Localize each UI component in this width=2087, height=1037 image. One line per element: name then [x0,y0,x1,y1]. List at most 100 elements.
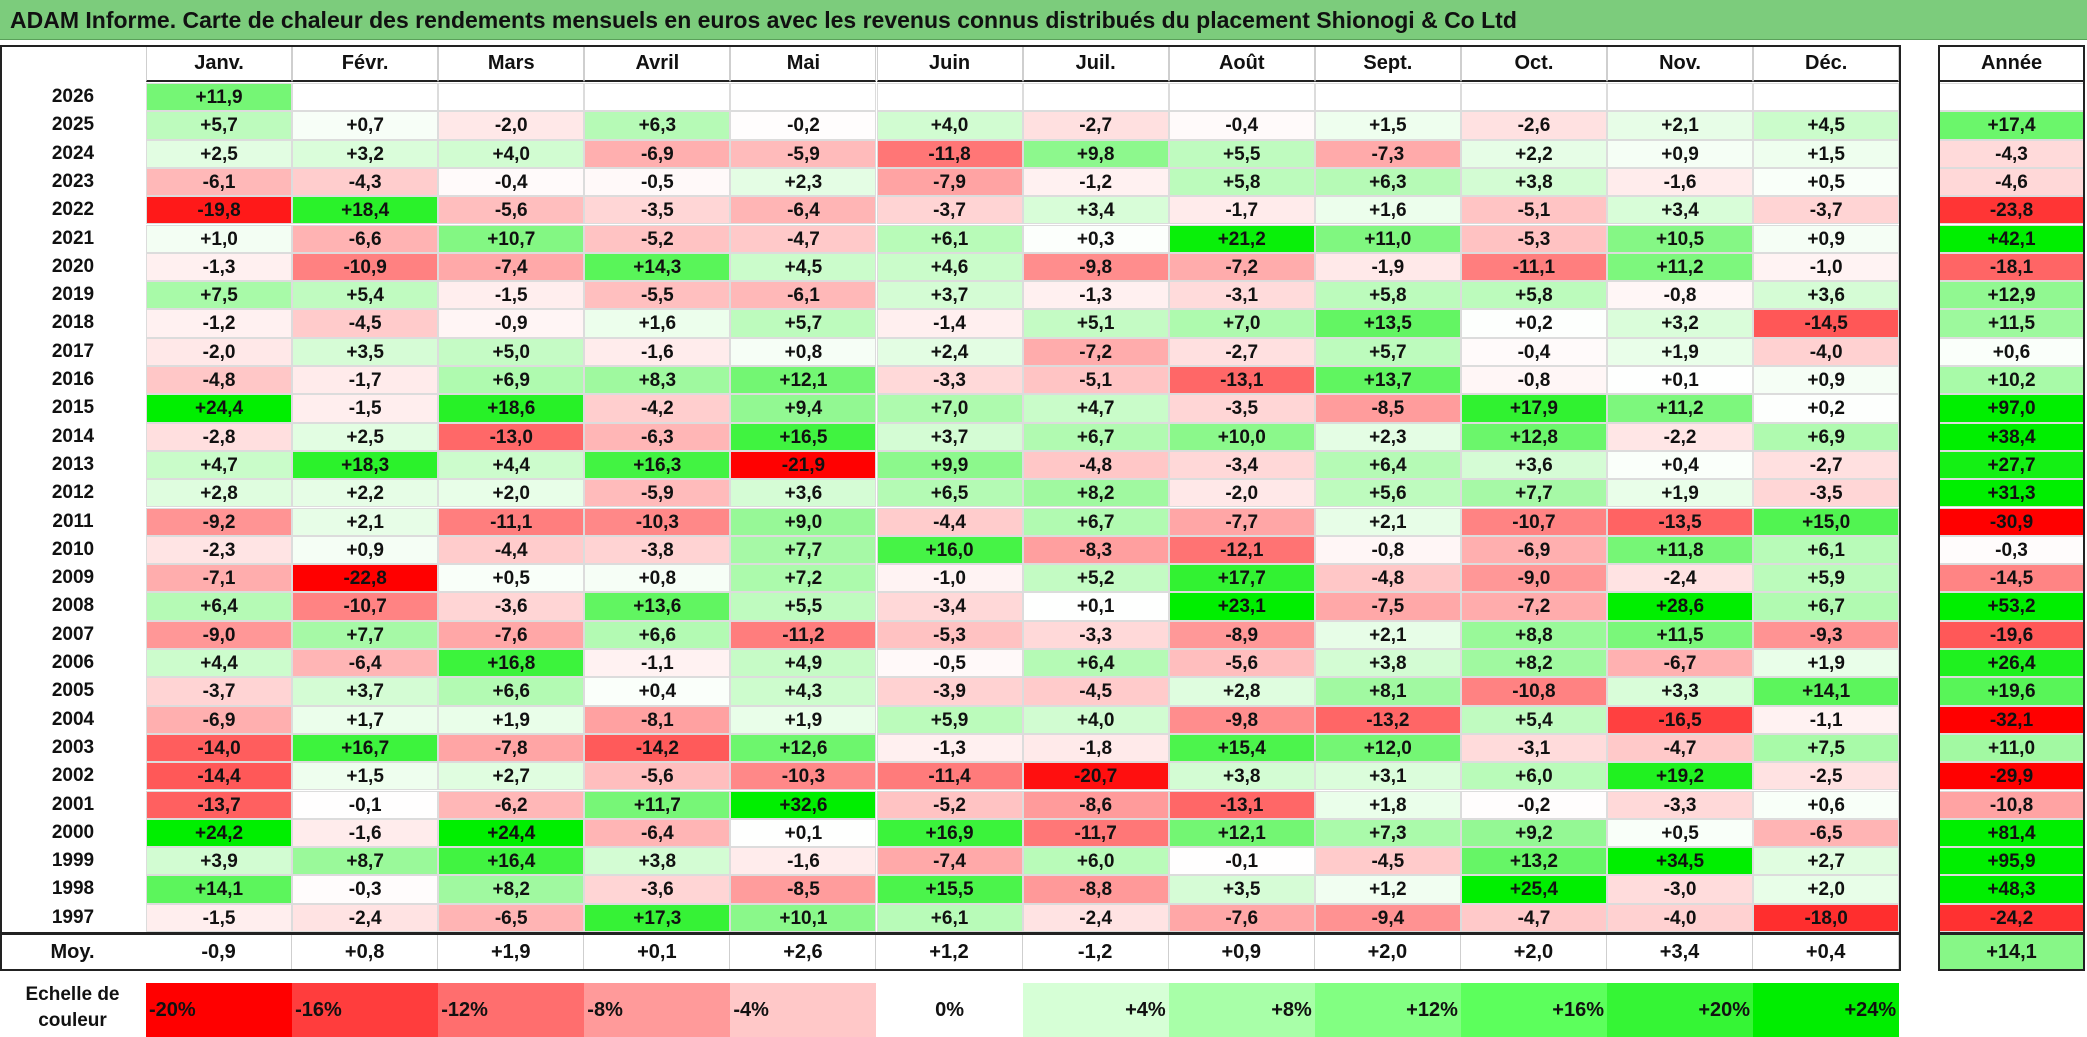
heatmap-cell: -5,6 [438,196,585,225]
annual-cell: -0,3 [1938,535,2085,565]
heatmap-cell: +1,5 [1314,111,1461,140]
heatmap-cell: +3,1 [1314,762,1461,791]
heatmap-cell: +2,2 [1460,139,1607,168]
heatmap-cell: -6,1 [146,167,293,197]
heatmap-cell: +11,0 [1314,224,1461,253]
heatmap-cell: -9,8 [1022,252,1169,282]
heatmap-cell: -7,1 [146,564,293,593]
heatmap-cell: +11,2 [1607,252,1754,282]
heatmap-cell: +14,1 [146,875,293,904]
heatmap-cell: -18,0 [1753,903,1900,932]
heatmap-cell: +5,0 [438,337,585,366]
color-scale-label: Echelle de couleur [25,984,120,1031]
heatmap-cell: +0,1 [1607,366,1754,395]
year-label: 2009 [51,567,95,589]
heatmap-cell: +5,8 [1460,281,1607,310]
heatmap-cell: +1,6 [584,309,731,338]
average-cell: +1,9 [438,934,585,970]
heatmap-cell: +2,5 [146,139,293,168]
heatmap-cell: +3,2 [292,139,439,168]
heatmap-cell: -3,1 [1168,281,1315,310]
heatmap-cell: +9,4 [730,394,877,423]
heatmap-cell: +0,6 [1753,790,1900,819]
heatmap-cell: -9,0 [1460,564,1607,593]
heatmap-cell: -0,1 [1168,847,1315,876]
heatmap-cell: +6,4 [1022,649,1169,678]
year-label: 2021 [51,227,95,249]
heatmap-cell: +9,2 [1460,818,1607,848]
heatmap-cell: -5,2 [876,790,1023,819]
heatmap-cell: -11,1 [438,507,585,536]
heatmap-cell: -1,1 [1753,705,1900,734]
heatmap-cell: +4,7 [1022,394,1169,423]
chart-title: ADAM Informe. Carte de chaleur des rende… [0,0,2087,40]
heatmap-cell: -3,1 [1460,733,1607,763]
month-header: Mai [730,45,877,82]
heatmap-cell: +6,4 [146,592,293,621]
year-label: 2010 [51,538,95,560]
heatmap-cell: -6,5 [438,903,585,932]
heatmap-cell: +5,7 [1314,337,1461,366]
heatmap-cell: -14,0 [146,733,293,763]
heatmap-cell: -5,9 [584,479,731,508]
annual-cell: -30,9 [1938,507,2085,536]
heatmap-cell: -2,0 [438,111,585,140]
heatmap-cell: +2,3 [730,167,877,197]
heatmap-cell: +13,6 [584,592,731,621]
heatmap-cell: -5,1 [1460,196,1607,225]
heatmap-cell: +2,7 [438,762,585,791]
year-label: 2023 [51,170,95,192]
heatmap-cell: +15,4 [1168,733,1315,763]
heatmap-cell: -4,8 [146,366,293,395]
color-scale-step: +20% [1607,983,1754,1037]
heatmap-cell: -5,1 [1022,366,1169,395]
heatmap-cell: +12,6 [730,733,877,763]
heatmap-cell: +13,7 [1314,366,1461,395]
heatmap-cell: -8,6 [1022,790,1169,819]
month-header: Nov. [1607,45,1754,82]
heatmap-cell: +6,1 [1753,535,1900,565]
heatmap-cell: +8,2 [438,875,585,904]
heatmap-cell: +2,4 [876,337,1023,366]
heatmap-cell: -10,7 [1460,507,1607,536]
average-cell: -1,2 [1022,934,1169,970]
heatmap-cell: -1,9 [1314,252,1461,282]
heatmap-cell: +5,2 [1022,564,1169,593]
heatmap-cell: -6,4 [292,649,439,678]
heatmap-cell: -7,6 [438,620,585,649]
heatmap-cell: +8,2 [1022,479,1169,508]
heatmap-cell: -7,2 [1168,252,1315,282]
heatmap-cell: +14,3 [584,252,731,282]
heatmap-cell: +7,2 [730,564,877,593]
heatmap-cell: -7,3 [1314,139,1461,168]
annual-cell: -18,1 [1938,252,2085,282]
heatmap-cell: +4,0 [438,139,585,168]
heatmap-cell: +1,9 [1607,479,1754,508]
heatmap-cell: -7,9 [876,167,1023,197]
heatmap-cell: -3,3 [1022,620,1169,649]
heatmap-cell: +4,0 [876,111,1023,140]
year-label: 2002 [51,765,95,787]
heatmap-cell: -0,8 [1607,281,1754,310]
year-label: 2026 [51,86,95,107]
month-header: Févr. [292,45,439,82]
annual-cell: +81,4 [1938,818,2085,848]
heatmap-cell: -2,8 [146,422,293,451]
heatmap-cell: +12,0 [1314,733,1461,763]
heatmap-cell: +8,3 [584,366,731,395]
heatmap-cell [1314,83,1461,112]
heatmap-cell: +3,8 [1168,762,1315,791]
heatmap-cell: -10,7 [292,592,439,621]
heatmap-cell: +11,2 [1607,394,1754,423]
heatmap-cell: -2,4 [292,903,439,932]
heatmap-cell: -6,5 [1753,818,1900,848]
heatmap-cell: +0,2 [1753,394,1900,423]
heatmap-cell: -6,1 [730,281,877,310]
heatmap-cell: +3,8 [1460,167,1607,197]
heatmap-cell: +18,6 [438,394,585,423]
annual-cell: -10,8 [1938,790,2085,819]
heatmap-cell: +2,8 [1168,677,1315,706]
heatmap-cell: +4,6 [876,252,1023,282]
heatmap-cell: -19,8 [146,196,293,225]
heatmap-cell: -3,6 [584,875,731,904]
